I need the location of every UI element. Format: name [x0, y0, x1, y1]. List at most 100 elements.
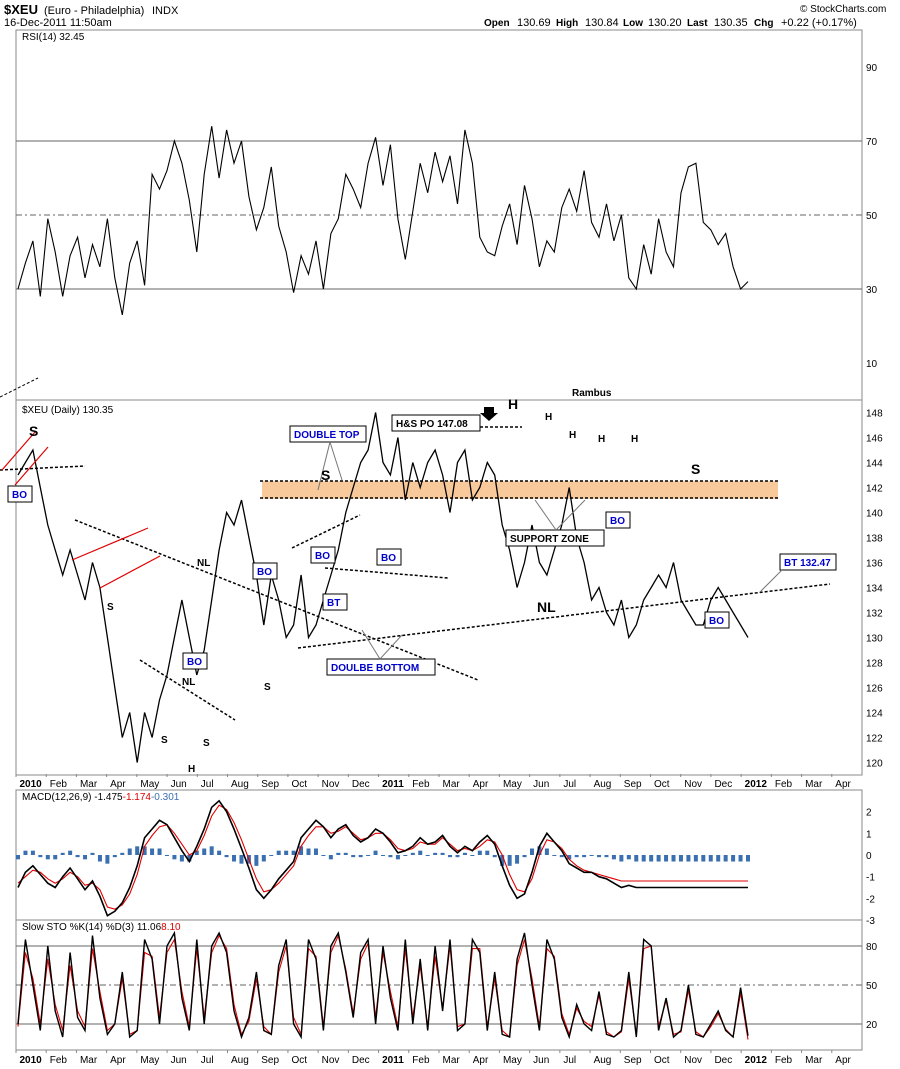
macd-hist-bar: [500, 855, 505, 866]
macd-tick-0: 0: [866, 851, 872, 862]
macd-chart: -3 -2 -1 0 1 2: [16, 799, 875, 927]
author-label: Rambus: [572, 388, 612, 399]
macd-tick--3: -3: [866, 916, 875, 927]
xaxis-bottom-label: Mar: [80, 1055, 98, 1066]
label-s-1: S: [29, 423, 38, 439]
macd-hist-bar: [515, 855, 520, 864]
macd-hist-bar: [664, 855, 669, 862]
macd-hist-bar: [53, 855, 58, 860]
label-text: SUPPORT ZONE: [510, 534, 589, 545]
macd-hist-bar: [16, 855, 20, 860]
price-tick-138: 138: [866, 534, 883, 545]
xaxis-top-label: Nov: [322, 779, 340, 790]
label-h-3: H: [569, 430, 576, 441]
macd-hist-bar: [373, 850, 378, 855]
xaxis-bottom-label: Dec: [714, 1055, 732, 1066]
xaxis-top-label: May: [503, 779, 522, 790]
label-nl-1: NL: [197, 558, 210, 569]
sto-legend-d: 8.10: [161, 922, 181, 933]
price-tick-146: 146: [866, 434, 883, 445]
macd-hist-bar: [492, 855, 497, 858]
macd-hist-bar: [649, 855, 654, 862]
svg-text:BO: BO: [610, 516, 625, 527]
macd-hist-bar: [343, 852, 348, 855]
macd-hist-bar: [626, 855, 631, 860]
macd-hist-bar: [671, 855, 676, 862]
xaxis-bottom-label: 2012: [745, 1055, 768, 1066]
price-tick-142: 142: [866, 484, 883, 495]
svg-text:BO: BO: [315, 551, 330, 562]
sto-tick-80: 80: [866, 942, 878, 953]
macd-hist-bar: [552, 855, 557, 856]
macd-hist-bar: [187, 855, 192, 862]
macd-hist-bar: [604, 855, 609, 858]
macd-hist-bar: [425, 855, 430, 856]
svg-text:BO: BO: [187, 657, 202, 668]
macd-hist-bar: [686, 855, 691, 862]
support-zone-rect: [262, 481, 778, 499]
xaxis-top-label: Aug: [594, 779, 612, 790]
xaxis-bottom-label: Mar: [805, 1055, 823, 1066]
xaxis-top-label: Sep: [624, 779, 642, 790]
macd-hist-bar: [395, 855, 400, 860]
rsi-tick-30: 30: [866, 285, 878, 296]
xaxis-bottom-label: Mar: [443, 1055, 461, 1066]
macd-hist-bar: [574, 855, 579, 858]
macd-hist-bar: [485, 850, 490, 855]
macd-hist-bar: [619, 855, 624, 862]
label-s-5: S: [264, 682, 271, 693]
xaxis-top-label: Nov: [684, 779, 702, 790]
macd-hist-bar: [164, 855, 169, 856]
label-text: H&S PO 147.08: [396, 419, 468, 430]
main-neckline: [297, 583, 831, 649]
xaxis-top-label: Dec: [714, 779, 732, 790]
macd-hist-bar: [135, 846, 140, 855]
label-s-7: S: [691, 461, 700, 477]
copyright: © StockCharts.com: [800, 4, 886, 15]
xaxis-top-label: 2012: [745, 779, 768, 790]
macd-hist-bar: [701, 855, 706, 862]
macd-hist-bar: [209, 846, 214, 855]
macd-hist-bar: [567, 855, 572, 860]
xaxis-bottom-label: Dec: [352, 1055, 370, 1066]
xaxis-bottom-label: 2011: [382, 1055, 404, 1066]
sto-legend-k: Slow STO %K(14) %D(3) 11.06: [22, 922, 162, 933]
bt-box-1: BT: [322, 593, 348, 611]
macd-hist-bar: [157, 848, 162, 855]
price-legend: $XEU (Daily) 130.35: [22, 405, 114, 416]
macd-hist-bar: [120, 852, 125, 855]
macd-hist-bar: [68, 850, 73, 855]
last-value: 130.35: [714, 17, 748, 29]
xaxis-top-label: Jun: [171, 779, 187, 790]
macd-hist-bar: [634, 855, 639, 862]
xaxis-bottom-label: May: [503, 1055, 522, 1066]
macd-hist-bar: [507, 855, 512, 866]
label-h-4: H: [598, 434, 605, 445]
down-arrow-icon: [480, 407, 498, 421]
macd-hist-bar: [60, 852, 65, 855]
macd-hist-bar: [179, 855, 184, 862]
xaxis-bottom-label: Aug: [594, 1055, 612, 1066]
neckline-1: [0, 465, 86, 471]
xaxis-bottom-label: Aug: [231, 1055, 249, 1066]
macd-hist-bar: [470, 855, 475, 856]
symbol-description: (Euro - Philadelphia): [44, 5, 144, 17]
label-s-4: S: [203, 738, 210, 749]
label-box: [289, 425, 367, 443]
xaxis-bottom-label: Apr: [835, 1055, 851, 1066]
xaxis-top-label: Feb: [412, 779, 430, 790]
label-s-6: S: [321, 467, 330, 483]
xaxis-top-label: Dec: [352, 779, 370, 790]
macd-hist-bar: [336, 852, 341, 855]
macd-hist-bar: [261, 855, 266, 862]
xaxis-top-label: Apr: [835, 779, 851, 790]
macd-line: [17, 799, 748, 917]
chg-label: Chg: [754, 18, 773, 29]
macd-legend: MACD(12,26,9) -1.475-1.174-0.301: [22, 792, 180, 803]
label-box: [326, 658, 436, 676]
macd-hist-bar: [440, 852, 445, 855]
label-h-1: H: [188, 764, 195, 775]
price-tick-136: 136: [866, 559, 883, 570]
